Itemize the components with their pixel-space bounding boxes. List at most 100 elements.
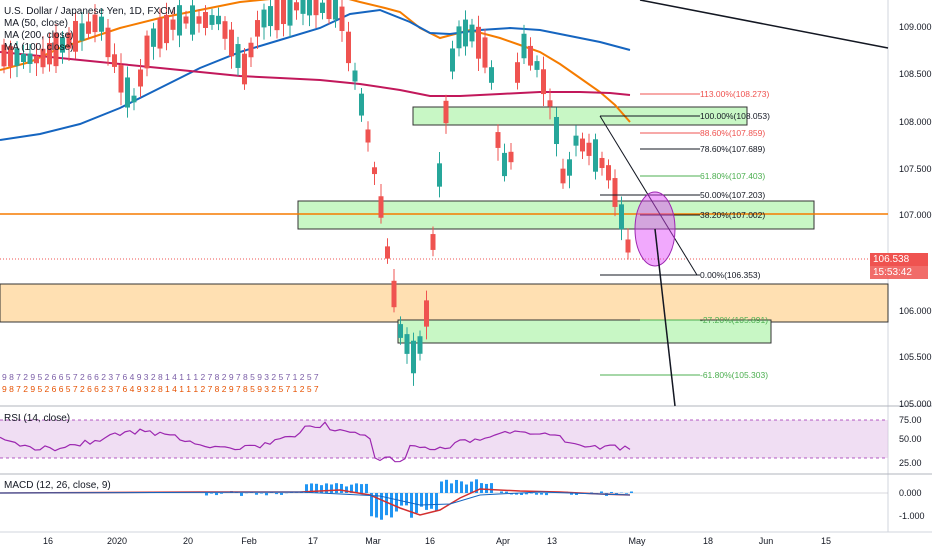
macd-histogram-bar — [260, 493, 263, 494]
ma50-legend: MA (50, close) — [4, 18, 68, 29]
macd-histogram-bar — [305, 484, 308, 493]
candle-body — [320, 2, 325, 13]
candle-body — [417, 336, 423, 354]
candle-body — [92, 14, 98, 33]
candle-body — [274, 0, 280, 31]
fib-label: 50.00%(107.203) — [700, 190, 765, 200]
price-axis-label: 107.000 — [899, 210, 932, 220]
candle-body — [138, 69, 143, 87]
candle-body — [625, 239, 631, 253]
candle-body — [60, 37, 65, 53]
price-axis-label: 108.500 — [899, 69, 932, 79]
macd-histogram-bar — [540, 493, 543, 495]
macd-histogram-bar — [545, 493, 548, 496]
ma200-legend: MA (200, close) — [4, 30, 74, 41]
candle-body — [346, 31, 351, 64]
candle-body — [125, 77, 130, 108]
ma100-legend: MA (100, close) — [4, 42, 74, 53]
fib-label: 61.80%(107.403) — [700, 171, 765, 181]
time-axis-label: 20 — [183, 536, 193, 546]
fib-label: 100.00%(108.053) — [700, 111, 770, 121]
time-axis-label: 15 — [821, 536, 831, 546]
support-zone — [297, 200, 815, 230]
candle-body — [528, 45, 533, 66]
candle-body — [515, 62, 520, 83]
price-axis-label: 109.000 — [899, 22, 932, 32]
macd-histogram-bar — [355, 483, 358, 493]
candle-body — [242, 53, 247, 85]
candle-body — [40, 48, 46, 68]
macd-histogram-bar — [470, 481, 473, 493]
time-axis-label: Feb — [241, 536, 257, 546]
macd-histogram-bar — [600, 491, 603, 493]
candle-body — [112, 54, 117, 67]
macd-histogram-bar — [330, 484, 333, 493]
candle-body — [489, 67, 494, 83]
fib-trend-line — [599, 115, 698, 276]
price-axis-label: 106.000 — [899, 306, 932, 316]
fib-label: -61.80%(105.303) — [700, 370, 768, 380]
macd-histogram-bar — [440, 481, 443, 493]
candle-body — [378, 196, 384, 218]
candle-body — [177, 5, 182, 36]
fib-label: 38.20%(107.002) — [700, 210, 765, 220]
macd-histogram-bar — [425, 493, 428, 510]
rsi-axis-label: 75.00 — [899, 415, 922, 425]
countdown-tag: 15:53:42 — [870, 266, 928, 279]
candle-body — [534, 61, 540, 70]
candle-body — [196, 16, 202, 24]
macd-histogram-bar — [430, 493, 433, 509]
macd-histogram-bar — [395, 493, 398, 512]
candle-body — [8, 46, 13, 67]
candle-body — [573, 135, 579, 146]
candle-body — [268, 6, 273, 27]
macd-histogram-bar — [360, 484, 363, 493]
candle-body — [151, 28, 156, 47]
candle-body — [450, 48, 455, 72]
macd-histogram-bar — [450, 483, 453, 493]
candle-body — [1, 44, 7, 67]
candle-body — [34, 55, 39, 64]
candle-body — [463, 19, 468, 47]
macd-histogram-bar — [435, 493, 438, 512]
macd-histogram-bar — [255, 493, 258, 495]
time-axis-label: 13 — [547, 536, 557, 546]
candle-body — [300, 0, 306, 14]
macd-histogram-bar — [465, 484, 468, 493]
candle-body — [456, 26, 462, 49]
candle-body — [567, 159, 572, 176]
time-axis-label: Jun — [759, 536, 774, 546]
macd-histogram-bar — [525, 493, 528, 495]
macd-line — [0, 488, 631, 516]
candle-body — [469, 24, 475, 42]
macd-axis-label: -1.000 — [899, 511, 925, 521]
macd-histogram-bar — [475, 479, 478, 493]
macd-histogram-bar — [320, 485, 323, 493]
rsi-label: RSI (14, close) — [4, 413, 71, 424]
time-axis-label: 2020 — [107, 536, 127, 546]
candle-body — [593, 139, 598, 172]
candle-body — [203, 12, 208, 28]
macd-histogram-bar — [420, 493, 423, 507]
macd-histogram-bar — [385, 493, 388, 516]
macd-label: MACD (12, 26, close, 9) — [4, 480, 111, 491]
candle-body — [391, 280, 397, 308]
fib-label: 113.00%(108.273) — [700, 89, 769, 99]
candle-body — [404, 334, 410, 354]
candle-body — [190, 5, 195, 35]
candle-body — [307, 0, 312, 16]
macd-histogram-bar — [365, 483, 368, 493]
candle-body — [216, 15, 221, 25]
candle-body — [508, 151, 514, 163]
rsi-axis-label: 50.00 — [899, 434, 922, 444]
fib-label: 0.00%(106.353) — [700, 270, 761, 280]
candle-body — [411, 340, 416, 374]
candle-body — [333, 0, 338, 20]
signal-line — [0, 491, 631, 506]
candle-body — [547, 100, 553, 107]
candle-body — [281, 0, 286, 25]
candle-body — [73, 20, 78, 52]
macd-histogram-bar — [275, 493, 278, 495]
macd-histogram-bar — [405, 493, 408, 506]
